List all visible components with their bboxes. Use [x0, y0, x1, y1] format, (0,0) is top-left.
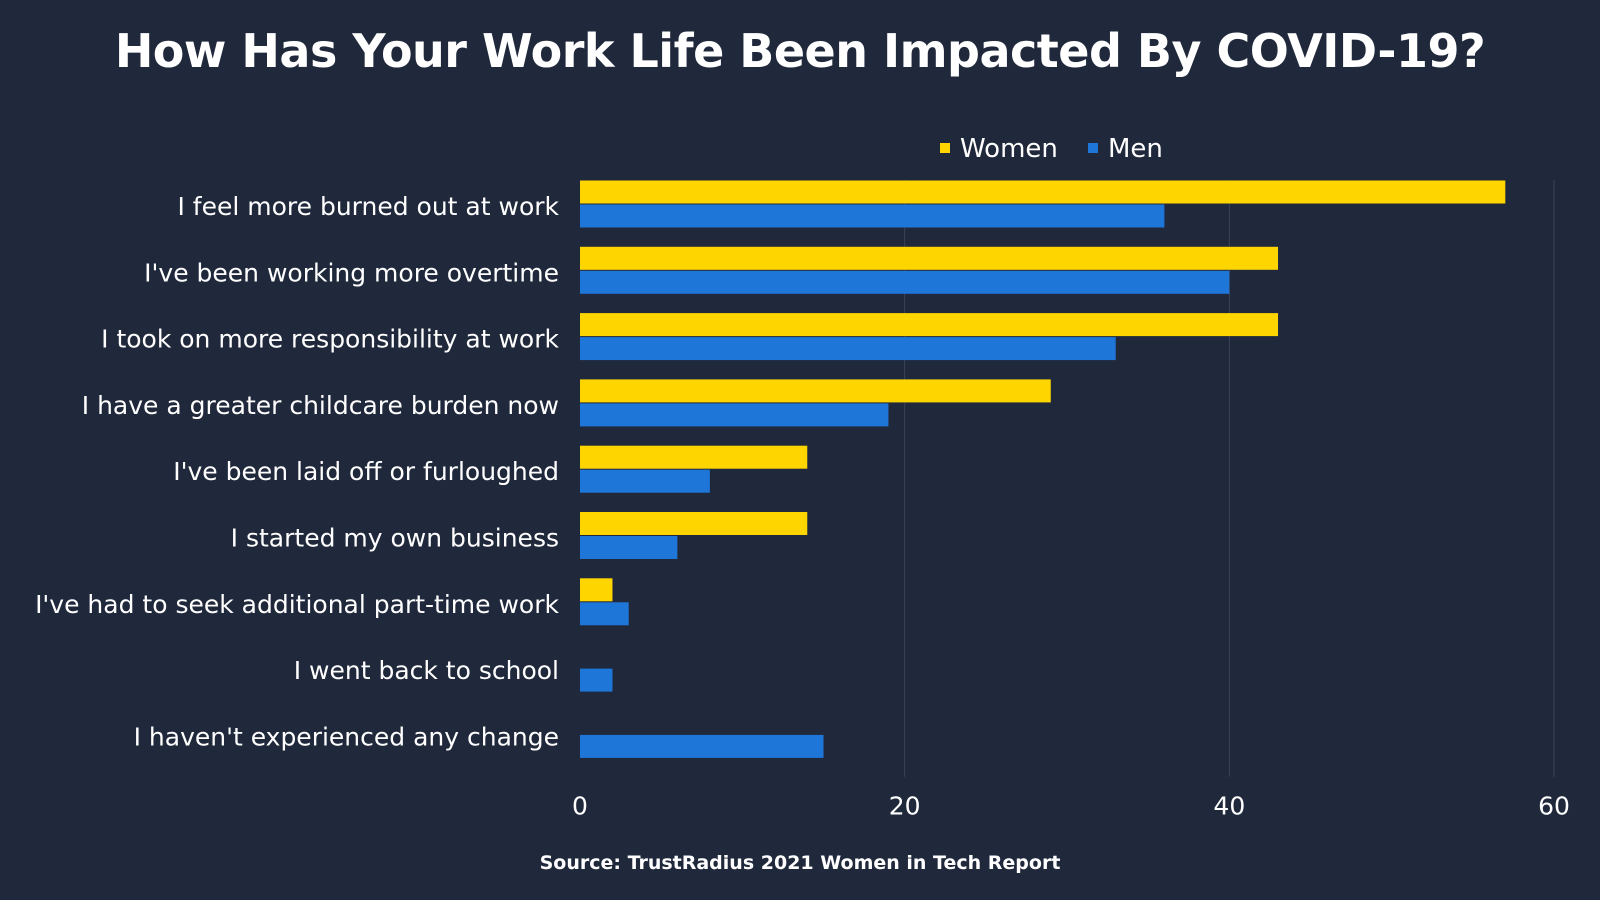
bar-men: [580, 204, 1165, 228]
bar-women: [580, 512, 808, 535]
legend-label-women: Women: [960, 134, 1058, 164]
category-label: I have a greater childcare burden now: [82, 391, 559, 420]
category-label: I haven't experienced any change: [134, 722, 559, 751]
legend-swatch-men: [1088, 143, 1098, 153]
chart-title: How Has Your Work Life Been Impacted By …: [114, 24, 1486, 78]
category-label: I went back to school: [294, 656, 559, 685]
bar-women: [580, 445, 808, 469]
bar-women: [580, 379, 1051, 403]
bar-men: [580, 536, 678, 559]
x-tick-label: 20: [889, 792, 921, 821]
category-label: I started my own business: [231, 524, 559, 553]
x-tick-label: 60: [1538, 792, 1570, 821]
category-label: I've had to seek additional part-time wo…: [35, 590, 559, 619]
bar-women: [580, 313, 1279, 337]
bar-women: [580, 246, 1279, 270]
x-tick-label: 40: [1213, 792, 1245, 821]
bar-men: [580, 337, 1116, 361]
bar-women: [580, 578, 613, 602]
category-label: I've been laid off or furloughed: [173, 457, 559, 486]
bar-men: [580, 734, 824, 758]
legend-swatch-women: [940, 143, 950, 153]
bar-men: [580, 270, 1230, 294]
category-label: I took on more responsibility at work: [101, 325, 559, 354]
category-label: I've been working more overtime: [144, 258, 559, 287]
source-note: Source: TrustRadius 2021 Women in Tech R…: [539, 852, 1061, 874]
category-label: I feel more burned out at work: [177, 192, 559, 221]
bar-women: [580, 180, 1506, 204]
bar-men: [580, 469, 710, 493]
bar-men: [580, 403, 889, 427]
bar-men: [580, 668, 613, 692]
legend-label-men: Men: [1108, 134, 1163, 164]
x-tick-label: 0: [572, 792, 588, 821]
bar-men: [580, 602, 629, 626]
